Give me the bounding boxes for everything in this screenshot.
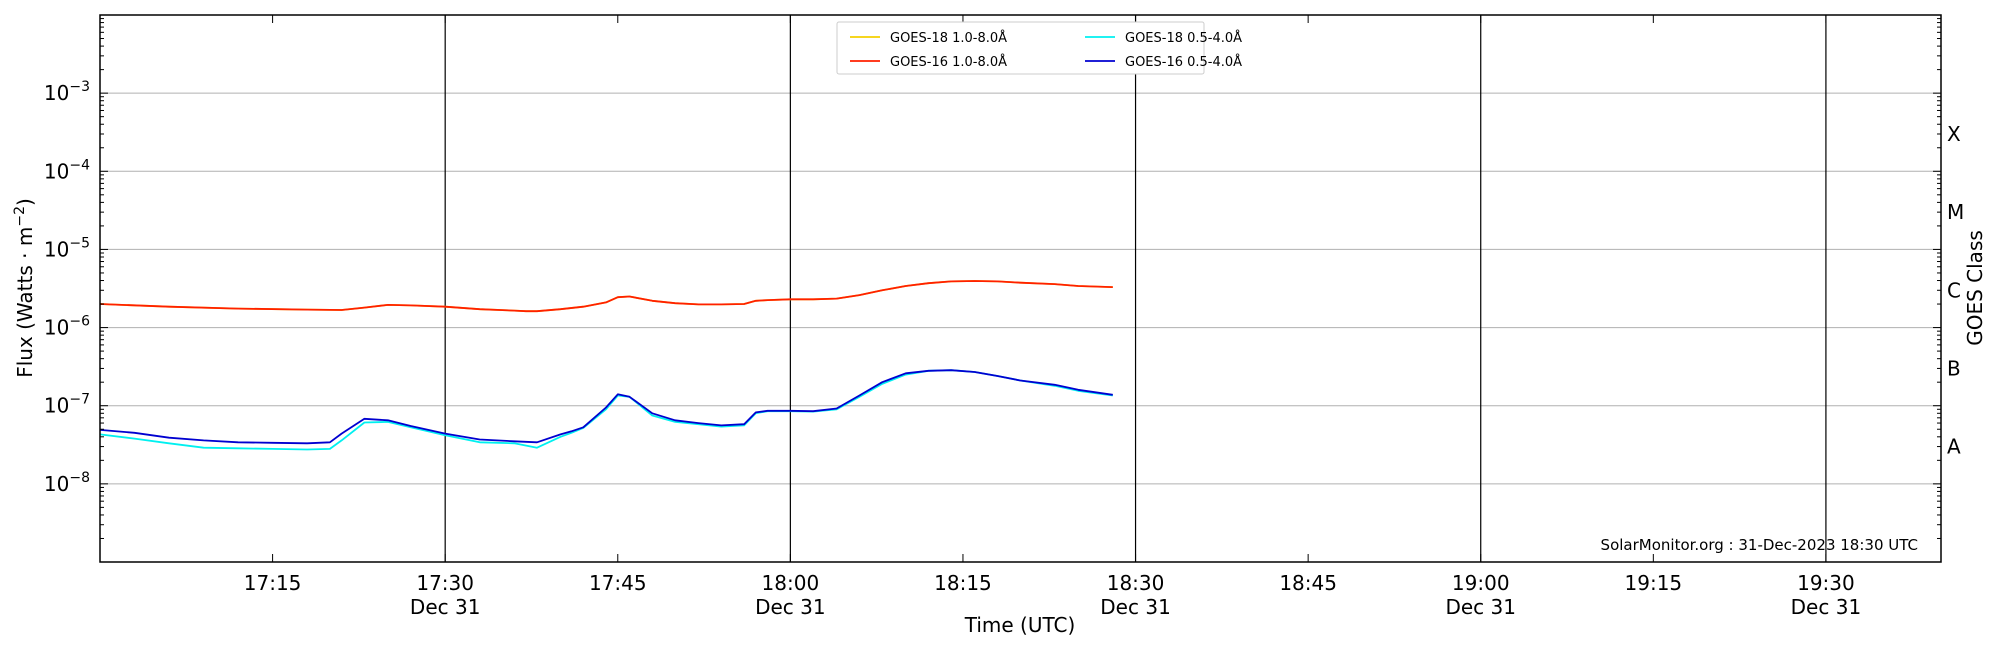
y-tick-label: 10−5 bbox=[44, 235, 90, 261]
goes-class-label: C bbox=[1947, 278, 1961, 302]
y-axis-ticks: 10−8 10−7 10−6 10−5 10−4 10−3 bbox=[44, 14, 1941, 563]
y-tick-label: 10−8 bbox=[44, 470, 90, 496]
x-tick-label: 17:45 bbox=[589, 571, 647, 595]
x-tick-label: 19:00 bbox=[1452, 571, 1510, 595]
series-lines bbox=[99, 280, 1113, 451]
y-tick-label: 10−7 bbox=[44, 392, 90, 418]
x-tick-date-label: Dec 31 bbox=[1791, 595, 1862, 619]
goes-class-labels: A B C M X bbox=[1947, 122, 1964, 459]
legend-entry: GOES-16 1.0-8.0Å bbox=[890, 54, 1007, 70]
x-tick-label: 18:30 bbox=[1107, 571, 1165, 595]
x-tick-date-label: Dec 31 bbox=[1100, 595, 1171, 619]
goes-class-label: M bbox=[1947, 200, 1964, 224]
day-marker-lines bbox=[444, 15, 1827, 562]
x-tick-label: 18:00 bbox=[762, 571, 820, 595]
y-axis-label: Flux (Watts · m−2) bbox=[12, 198, 37, 378]
plot-frame bbox=[99, 14, 1942, 563]
x-tick-label: 17:15 bbox=[244, 571, 302, 595]
x-tick-label: 18:45 bbox=[1279, 571, 1337, 595]
x-tick-date-label: Dec 31 bbox=[410, 595, 481, 619]
y2-axis-label: GOES Class bbox=[1963, 230, 1987, 346]
footer-attribution: SolarMonitor.org : 31-Dec-2023 18:30 UTC bbox=[1601, 536, 1918, 554]
y-tick-label: 10−4 bbox=[44, 157, 90, 183]
grid-lines bbox=[100, 92, 1941, 485]
x-tick-label: 17:30 bbox=[416, 571, 474, 595]
y-tick-label: 10−3 bbox=[44, 79, 90, 105]
x-tick-date-label: Dec 31 bbox=[755, 595, 826, 619]
x-tick-label: 18:15 bbox=[934, 571, 992, 595]
x-axis-label: Time (UTC) bbox=[964, 613, 1076, 637]
goes-class-label: X bbox=[1947, 122, 1961, 146]
goes-class-label: B bbox=[1947, 356, 1961, 380]
legend-entry: GOES-18 1.0-8.0Å bbox=[890, 30, 1007, 46]
series-line bbox=[99, 369, 1113, 445]
x-tick-date-label: Dec 31 bbox=[1445, 595, 1516, 619]
y-tick-label: 10−6 bbox=[44, 314, 90, 340]
x-tick-label: 19:15 bbox=[1625, 571, 1683, 595]
x-tick-label: 19:30 bbox=[1797, 571, 1855, 595]
series-line bbox=[99, 280, 1113, 313]
legend: GOES-18 1.0-8.0Å GOES-18 0.5-4.0Å GOES-16 … bbox=[836, 21, 1242, 75]
goes-class-label: A bbox=[1947, 435, 1961, 459]
legend-entry: GOES-18 0.5-4.0Å bbox=[1125, 30, 1242, 46]
legend-entry: GOES-16 0.5-4.0Å bbox=[1125, 54, 1242, 70]
